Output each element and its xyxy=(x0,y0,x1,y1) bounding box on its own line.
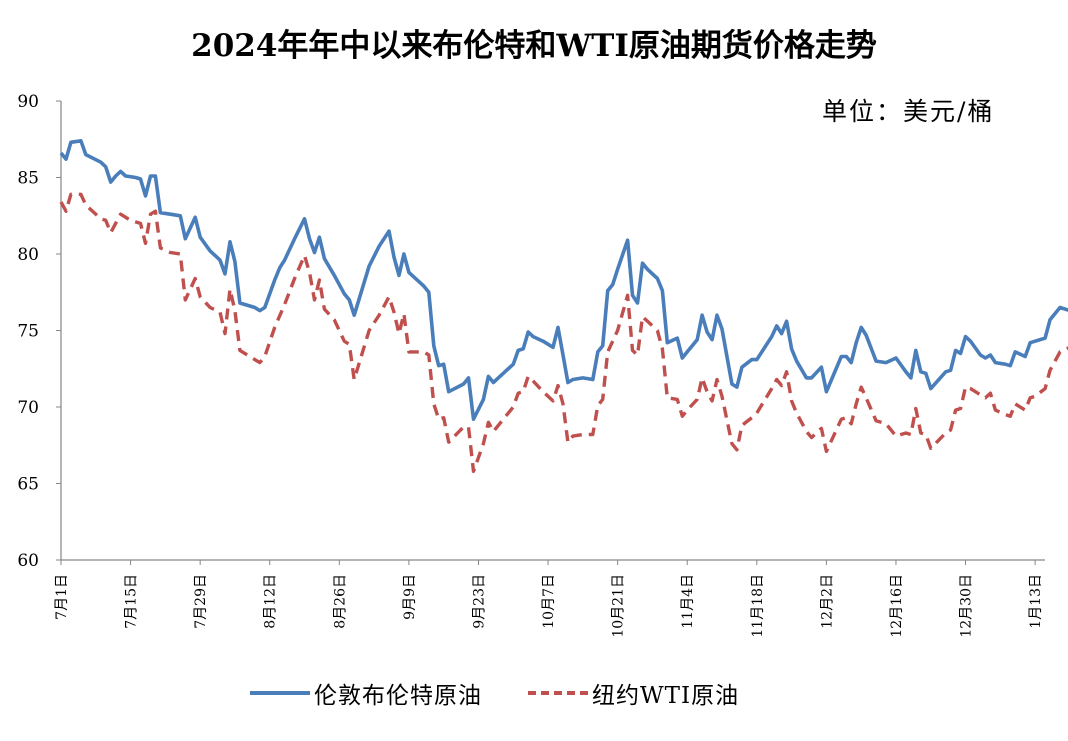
x-tick-label: 10月21日 xyxy=(611,574,627,638)
x-tick-label: 9月9日 xyxy=(402,574,418,620)
y-tick-label: 80 xyxy=(17,245,39,265)
x-tick-label: 12月16日 xyxy=(889,574,905,638)
legend-item-brent: 伦敦布伦特原油 xyxy=(250,676,482,710)
series-line-wti xyxy=(59,192,1068,473)
legend-label-brent: 伦敦布伦特原油 xyxy=(314,683,482,709)
x-tick-label: 11月4日 xyxy=(680,574,696,629)
y-tick-label: 90 xyxy=(17,92,39,112)
y-tick-label: 75 xyxy=(17,322,39,342)
x-tick-label: 1月13日 xyxy=(1028,574,1044,629)
x-tick-label: 7月29日 xyxy=(193,574,209,629)
chart-title: 2024年年中以来布伦特和WTI原油期货价格走势 xyxy=(191,28,877,64)
legend-swatch-brent xyxy=(250,691,310,695)
x-tick-label: 8月12日 xyxy=(263,574,279,629)
chart-legend: 伦敦布伦特原油 纽约WTI原油 xyxy=(250,676,785,710)
y-tick-label: 60 xyxy=(17,551,39,571)
series-lines xyxy=(59,139,1068,473)
x-tick-label: 12月30日 xyxy=(959,574,975,638)
x-tick-label: 7月1日 xyxy=(54,574,70,620)
y-tick-label: 85 xyxy=(17,169,39,189)
x-axis-ticks: 7月1日 7月15日 7月29日 8月12日 8月26日 9月9日 9月23日 10月7日 10… xyxy=(54,560,1044,638)
x-tick-label: 12月2日 xyxy=(819,574,835,629)
unit-label: 单位：美元/桶 xyxy=(822,97,995,126)
x-tick-label: 9月23日 xyxy=(471,574,487,629)
x-tick-label: 10月7日 xyxy=(541,574,557,629)
legend-label-wti: 纽约WTI原油 xyxy=(592,683,740,709)
legend-item-wti: 纽约WTI原油 xyxy=(528,676,739,710)
x-tick-label: 11月18日 xyxy=(750,574,766,638)
x-tick-label: 8月26日 xyxy=(332,574,348,629)
series-line-brent xyxy=(59,139,1068,421)
y-tick-label: 70 xyxy=(17,398,39,418)
y-tick-label: 65 xyxy=(17,475,39,495)
x-tick-label: 7月15日 xyxy=(124,574,140,629)
y-axis-ticks: 60 65 70 75 80 85 90 xyxy=(17,92,61,571)
legend-swatch-wti xyxy=(528,691,588,695)
chart-axes xyxy=(60,101,1045,561)
